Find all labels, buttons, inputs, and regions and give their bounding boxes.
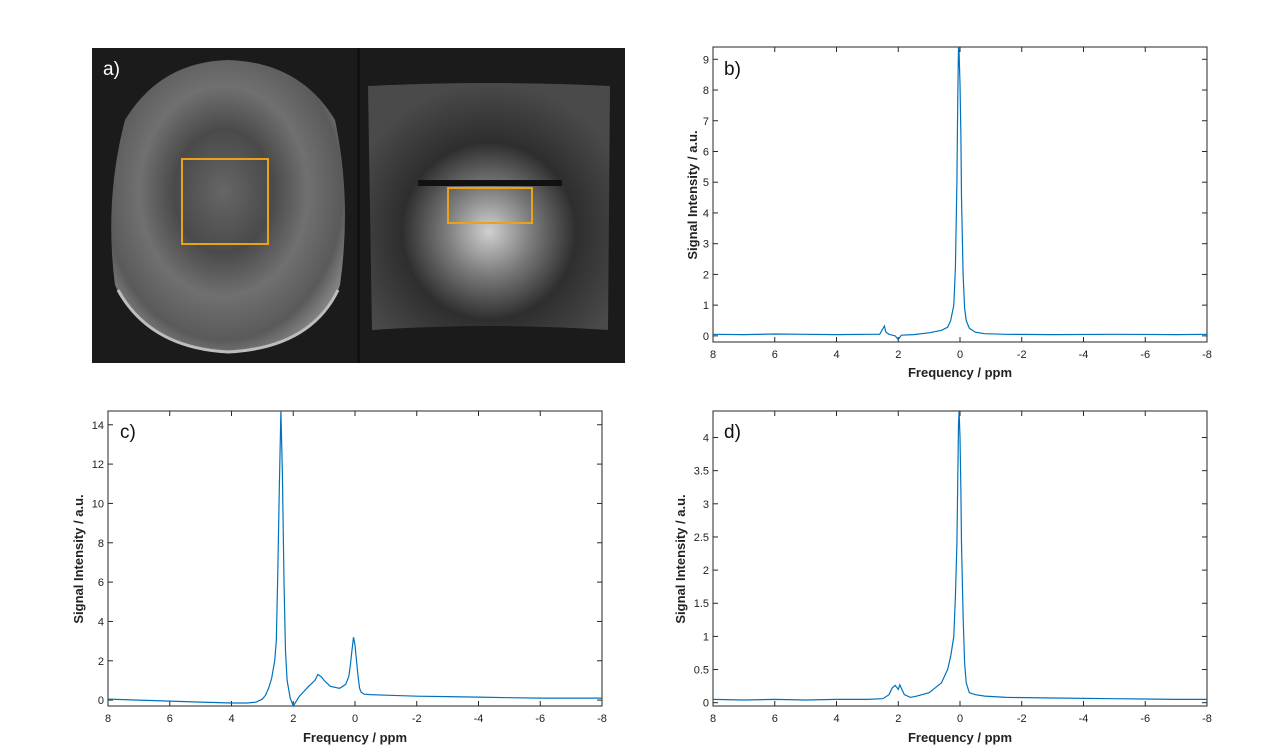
chart-d: 0 0.5 1 1.5 2 2.5 3 3.5 4 8 6 4 2 0 -2 -4 -6 -8 d) Frequ… xyxy=(673,410,1212,745)
chart-b-x-tick-label: 8 xyxy=(710,349,716,361)
panel-label-b: b) xyxy=(724,59,741,80)
chart-d-y-tick-label: 4 xyxy=(703,433,709,445)
chart-b-y-tick-label: 2 xyxy=(703,269,709,281)
chart-b-y-axis-label: Signal Intensity / a.u. xyxy=(685,130,700,259)
chart-c-y-tick-label: 10 xyxy=(92,498,104,510)
voi-axial xyxy=(181,158,269,245)
chart-d-series-line xyxy=(712,410,1207,701)
chart-d-x-tick-label: 2 xyxy=(895,713,901,725)
chart-b-y-tick-label: 7 xyxy=(703,116,709,128)
chart-d-y-tick-label: 2.5 xyxy=(694,532,709,544)
chart-d-y-tick-label: 3.5 xyxy=(694,466,709,478)
chart-d-x-tick-label: -4 xyxy=(1079,713,1089,725)
chart-c-y-axis-label: Signal Intensity / a.u. xyxy=(71,494,86,623)
chart-c-y-tick-label: 4 xyxy=(98,616,104,628)
chart-c-y-tick-label: 2 xyxy=(98,656,104,668)
chart-d-y-axis-label: Signal Intensity / a.u. xyxy=(673,494,688,623)
chart-b: 0 1 2 3 4 5 6 7 8 9 8 6 4 2 0 -2 -4 -6 -8 b) Frequency / … xyxy=(685,46,1212,380)
chart-c-y-tick-label: 6 xyxy=(98,577,104,589)
mri-sagittal-slice xyxy=(368,83,610,330)
panel-label-c: c) xyxy=(120,422,136,443)
chart-b-y-tick-label: 8 xyxy=(703,85,709,97)
chart-d-x-tick-label: -8 xyxy=(1202,713,1212,725)
chart-c-series-line xyxy=(107,410,602,708)
chart-c: 0 2 4 6 8 10 12 14 8 6 4 2 0 -2 -4 -6 -8 c) Frequency /… xyxy=(71,410,607,745)
chart-c-x-ticks: 8 6 4 2 0 -2 -4 -6 -8 xyxy=(105,411,607,725)
chart-c-x-tick-label: 2 xyxy=(290,713,296,725)
chart-b-x-tick-label: -2 xyxy=(1017,349,1027,361)
chart-c-x-tick-label: 8 xyxy=(105,713,111,725)
chart-d-y-ticks: 0 0.5 1 1.5 2 2.5 3 3.5 4 xyxy=(694,433,1207,710)
chart-b-x-tick-label: 4 xyxy=(833,349,839,361)
chart-c-y-tick-label: 0 xyxy=(98,695,104,707)
chart-b-x-tick-label: -6 xyxy=(1140,349,1150,361)
panel-label-d: d) xyxy=(724,422,741,443)
chart-b-y-tick-label: 0 xyxy=(703,331,709,343)
chart-d-x-tick-label: 0 xyxy=(957,713,963,725)
chart-b-y-ticks: 0 1 2 3 4 5 6 7 8 9 xyxy=(703,54,1207,343)
panel-label-a: a) xyxy=(103,59,120,80)
chart-c-y-tick-label: 12 xyxy=(92,459,104,471)
chart-b-x-axis-label: Frequency / ppm xyxy=(908,365,1012,380)
chart-c-x-axis-label: Frequency / ppm xyxy=(303,730,407,745)
chart-b-y-tick-label: 6 xyxy=(703,146,709,158)
chart-b-y-tick-label: 3 xyxy=(703,239,709,251)
chart-d-x-tick-label: -2 xyxy=(1017,713,1027,725)
chart-d-x-ticks: 8 6 4 2 0 -2 -4 -6 -8 xyxy=(710,411,1212,725)
chart-c-x-tick-label: 4 xyxy=(228,713,234,725)
chart-c-x-tick-label: 0 xyxy=(352,713,358,725)
mri-image-panel: a) xyxy=(92,48,625,363)
chart-d-y-tick-label: 3 xyxy=(703,499,709,511)
chart-d-x-tick-label: 6 xyxy=(772,713,778,725)
chart-d-x-tick-label: 8 xyxy=(710,713,716,725)
chart-c-x-tick-label: -6 xyxy=(535,713,545,725)
chart-b-x-tick-label: 6 xyxy=(772,349,778,361)
chart-d-y-tick-label: 2 xyxy=(703,565,709,577)
chart-d-y-tick-label: 0 xyxy=(703,698,709,710)
mri-axial-slice xyxy=(111,60,345,352)
chart-b-x-tick-label: 0 xyxy=(957,349,963,361)
voi-sagittal xyxy=(447,187,533,224)
chart-b-x-tick-label: -8 xyxy=(1202,349,1212,361)
chart-d-y-tick-label: 1 xyxy=(703,631,709,643)
chart-b-y-tick-label: 5 xyxy=(703,177,709,189)
chart-c-y-ticks: 0 2 4 6 8 10 12 14 xyxy=(92,420,602,707)
chart-b-y-tick-label: 4 xyxy=(703,208,709,220)
chart-c-x-tick-label: -2 xyxy=(412,713,422,725)
chart-b-y-tick-label: 9 xyxy=(703,54,709,66)
chart-c-y-tick-label: 8 xyxy=(98,538,104,550)
chart-d-x-tick-label: -6 xyxy=(1140,713,1150,725)
chart-b-y-tick-label: 1 xyxy=(703,300,709,312)
chart-c-plot-area xyxy=(107,410,603,707)
chart-b-series-line xyxy=(712,46,1208,341)
chart-b-x-tick-label: 2 xyxy=(895,349,901,361)
chart-b-x-tick-label: -4 xyxy=(1079,349,1089,361)
chart-c-x-tick-label: -8 xyxy=(597,713,607,725)
chart-d-y-tick-label: 1.5 xyxy=(694,598,709,610)
chart-c-y-tick-label: 14 xyxy=(92,420,104,432)
mri-divider xyxy=(357,48,360,363)
mri-axial-rim xyxy=(116,289,340,354)
chart-b-x-ticks: 8 6 4 2 0 -2 -4 -6 -8 xyxy=(710,47,1212,361)
chart-c-x-tick-label: 6 xyxy=(167,713,173,725)
mri-sagittal-bar xyxy=(418,180,562,186)
chart-d-x-axis-label: Frequency / ppm xyxy=(908,730,1012,745)
chart-d-y-tick-label: 0.5 xyxy=(694,665,709,677)
chart-d-x-tick-label: 4 xyxy=(833,713,839,725)
chart-c-x-tick-label: -4 xyxy=(474,713,484,725)
